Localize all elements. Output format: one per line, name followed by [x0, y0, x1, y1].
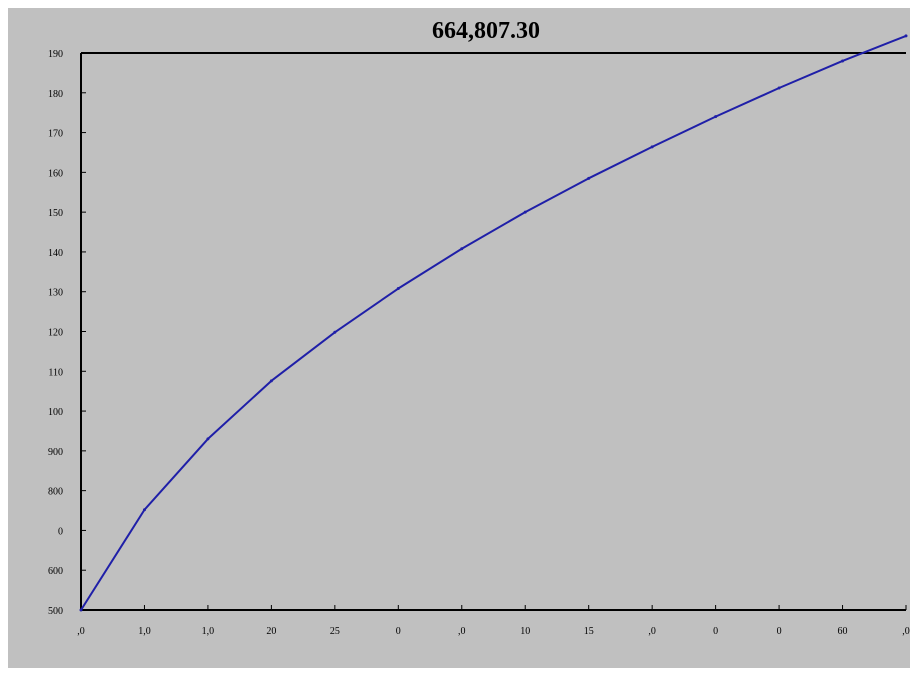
series-point: [142, 508, 146, 512]
x-tick-label: 10: [520, 626, 530, 637]
series-point: [904, 34, 908, 38]
y-tick-label: 170: [48, 129, 63, 140]
y-tick-label: 800: [48, 487, 63, 498]
series-point: [587, 176, 591, 180]
y-tick-label: 130: [48, 288, 63, 299]
x-tick-label: 25: [330, 626, 340, 637]
x-tick-label: 0: [713, 626, 718, 637]
chart-title: 664,807.30: [432, 18, 540, 44]
series-layer: [79, 34, 908, 612]
x-ticks: ,0 1,0 1,0 20 25 0 ,0 10 15 ,0 0 0 60 ,0: [77, 605, 910, 637]
series-point: [206, 437, 210, 441]
y-tick-label: 0: [58, 526, 63, 537]
y-ticks: 500 600 0 800 900 100 110 120 130 140 150 160 170 180…: [48, 49, 86, 617]
y-tick-label: 120: [48, 328, 63, 339]
series-point: [269, 379, 273, 383]
series-point: [396, 287, 400, 291]
series-point: [460, 247, 464, 251]
y-tick-label: 180: [48, 89, 63, 100]
series-point: [777, 86, 781, 90]
x-tick-label: ,0: [648, 626, 656, 637]
series-line: [80, 34, 907, 611]
y-tick-label: 900: [48, 447, 63, 458]
x-tick-label: ,0: [902, 626, 910, 637]
x-tick-label: 15: [584, 626, 594, 637]
series-point: [714, 115, 718, 119]
x-tick-label: 0: [777, 626, 782, 637]
series-point: [79, 608, 83, 612]
x-tick-label: ,0: [458, 626, 466, 637]
chart-background: [8, 8, 910, 668]
y-tick-label: 190: [48, 49, 63, 60]
y-tick-label: 160: [48, 168, 63, 179]
x-tick-label: 1,0: [202, 626, 215, 637]
y-tick-label: 150: [48, 208, 63, 219]
y-tick-label: 140: [48, 248, 63, 259]
x-tick-label: 1,0: [138, 626, 151, 637]
series-point: [841, 59, 845, 63]
series-point: [523, 210, 527, 214]
y-tick-label: 110: [48, 367, 63, 378]
y-tick-label: 500: [48, 606, 63, 617]
x-tick-label: ,0: [77, 626, 85, 637]
y-tick-label: 100: [48, 407, 63, 418]
y-tick-label: 600: [48, 566, 63, 577]
x-tick-label: 0: [396, 626, 401, 637]
x-tick-label: 20: [266, 626, 276, 637]
series-point: [333, 330, 337, 334]
x-tick-label: 60: [838, 626, 848, 637]
series-point: [650, 145, 654, 149]
